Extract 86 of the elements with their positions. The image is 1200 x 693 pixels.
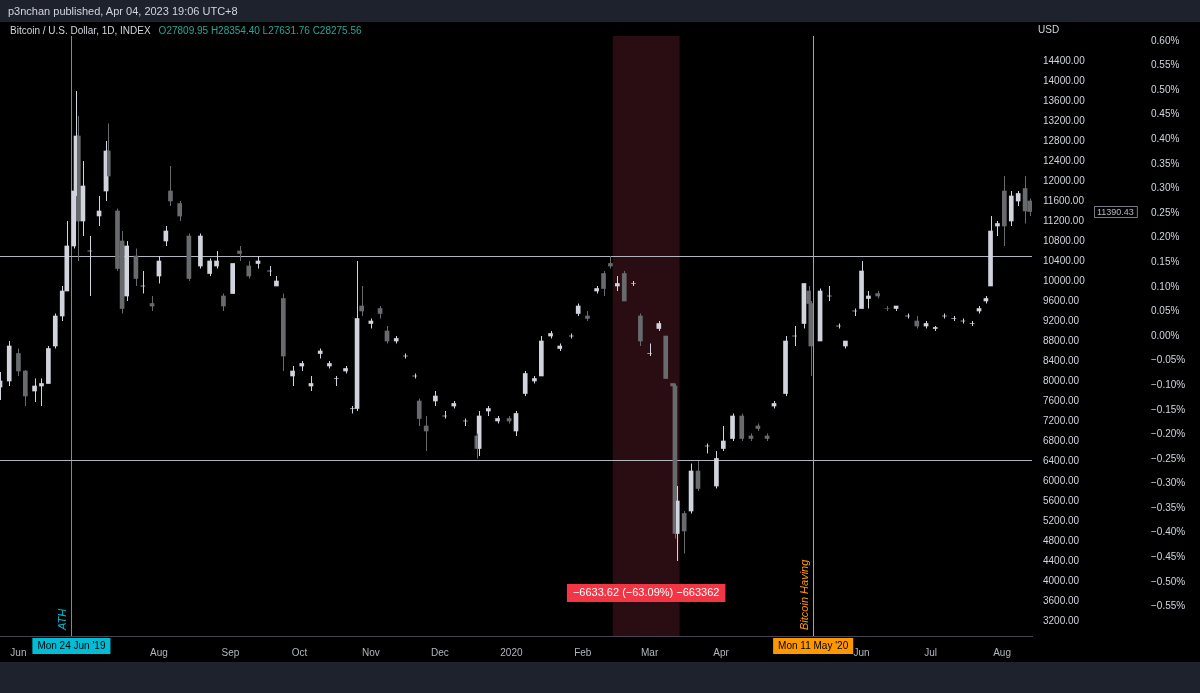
candlestick (951, 315, 957, 322)
text: Mon 11 May '20 (778, 639, 849, 651)
y-tick-label: 3200.00 (1043, 614, 1080, 626)
x-tick-label: Jun (10, 646, 27, 658)
candlestick (333, 375, 339, 387)
y2-tick-label: −0.40% (1151, 526, 1186, 538)
y-tick-label: 6000.00 (1043, 474, 1080, 486)
x-tick-label: Aug (150, 646, 168, 658)
y-tick-label: 13600.00 (1043, 94, 1086, 106)
y-tick-label: 9200.00 (1043, 314, 1080, 326)
y2-tick-label: −0.45% (1151, 551, 1186, 563)
chart-subtitle: O27809.95 H28354.40 L27631.76 C28275.56 (158, 25, 362, 36)
y2-tick-label: −0.15% (1151, 403, 1186, 415)
text: 11390.43 (1097, 206, 1134, 217)
candlestick (884, 305, 890, 312)
y-tick-label: 11600.00 (1043, 194, 1085, 206)
candlestick (932, 325, 938, 332)
y-tick-label: 5600.00 (1043, 494, 1080, 506)
y-tick-label: 12800.00 (1043, 134, 1086, 146)
y-tick-label: 7200.00 (1043, 414, 1080, 426)
y2-tick-label: 0.40% (1151, 133, 1180, 145)
y-tick-label: 7600.00 (1043, 394, 1080, 406)
y2-tick-label: 0.60% (1151, 34, 1180, 46)
y2-tick-label: 0.35% (1151, 157, 1180, 169)
x-tick-label: Nov (361, 646, 380, 658)
y2-tick-label: −0.55% (1151, 600, 1186, 612)
y2-tick-label: 0.55% (1151, 59, 1180, 71)
ref-line-label: ATH (55, 608, 68, 631)
y2-tick-label: −0.25% (1151, 452, 1186, 464)
y-tick-label: 6800.00 (1043, 434, 1080, 446)
x-tick-label: Dec (431, 646, 449, 658)
candlestick (663, 335, 669, 379)
text: Mon 24 Jun '19 (37, 639, 106, 651)
y2-tick-label: 0.15% (1151, 255, 1180, 267)
text: p3nchan published, Apr 04, 2023 19:06 UTC+8 (8, 5, 238, 17)
y2-tick-label: −0.05% (1151, 354, 1186, 366)
candlestick (969, 320, 975, 327)
y2-tick-label: 0.10% (1151, 280, 1180, 292)
y-tick-label: 4400.00 (1043, 554, 1080, 566)
y2-tick-label: 0.20% (1151, 231, 1180, 243)
y2-tick-label: 0.05% (1151, 305, 1180, 317)
y2-tick-label: 0.25% (1151, 206, 1180, 218)
y-tick-label: 5200.00 (1043, 514, 1080, 526)
candlestick (230, 263, 235, 294)
y2-tick-label: 0.50% (1151, 83, 1180, 95)
ref-line-label: Bitcoin Having (797, 558, 810, 630)
y2-tick-label: 0.45% (1151, 108, 1180, 120)
x-tick-label: Aug (993, 646, 1011, 658)
y-tick-label: 6400.00 (1043, 454, 1080, 466)
y-tick-label: 4000.00 (1043, 574, 1080, 586)
y-tick-label: 10400.00 (1043, 254, 1086, 266)
x-tick-label: Mar (640, 646, 659, 658)
candlestick (631, 280, 636, 287)
y-tick-label: 3600.00 (1043, 594, 1080, 606)
y-tick-label: 10800.00 (1043, 234, 1086, 246)
y-tick-label: 14400.00 (1043, 54, 1086, 66)
x-tick-label: Sep (221, 646, 240, 658)
y-tick-label: 10000.00 (1043, 274, 1086, 286)
y-tick-label: 12400.00 (1043, 154, 1086, 166)
y-tick-label: 12000.00 (1043, 174, 1086, 186)
x-tick-label: Feb (574, 646, 592, 658)
y2-tick-label: −0.30% (1151, 477, 1186, 489)
y2-tick-label: −0.20% (1151, 428, 1186, 440)
y2-tick-label: 0.00% (1151, 329, 1180, 341)
y2-tick-label: −0.35% (1151, 501, 1186, 513)
y-tick-label: 14000.00 (1043, 74, 1086, 86)
x-tick-label: Jun (853, 646, 870, 658)
x-tick-label: Jul (924, 646, 938, 658)
y-tick-label: 8000.00 (1043, 374, 1080, 386)
chart-title: Bitcoin / U.S. Dollar, 1D, INDEX (10, 25, 151, 36)
x-tick-label: 2020 (500, 646, 523, 658)
y-tick-label: 13200.00 (1043, 114, 1086, 126)
y2-tick-label: −0.50% (1151, 575, 1186, 587)
y-tick-label: 9600.00 (1043, 294, 1080, 306)
band-label: −6633.62 (−63.09%) −663362 (572, 586, 720, 599)
y-axis-title: USD (1038, 23, 1060, 35)
candlestick (656, 320, 662, 332)
x-tick-label: Oct (291, 646, 308, 658)
y2-tick-label: 0.30% (1151, 182, 1180, 194)
y-tick-label: 8800.00 (1043, 334, 1080, 346)
y2-tick-label: −0.10% (1151, 378, 1186, 390)
candlestick (647, 343, 652, 357)
y-tick-label: 4800.00 (1043, 534, 1080, 546)
y-tick-label: 8400.00 (1043, 354, 1080, 366)
y-tick-label: 11200.00 (1043, 214, 1085, 226)
x-tick-label: Apr (713, 646, 730, 658)
